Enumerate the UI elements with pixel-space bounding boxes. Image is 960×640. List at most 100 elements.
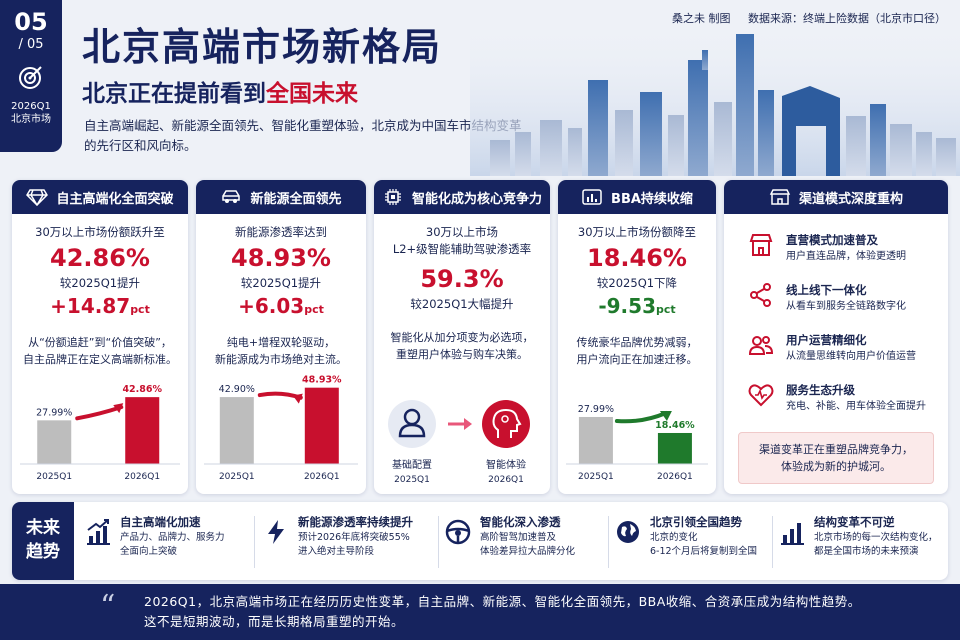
- share-value: 18.46%: [587, 244, 687, 272]
- channel-item: 服务生态升级 充电、补能、用车体验全面提升: [748, 382, 948, 414]
- chip-icon: [384, 189, 401, 205]
- change-unit: pct: [304, 303, 324, 316]
- x-tick-label: 2025Q1: [219, 472, 255, 482]
- lightning-icon: [268, 520, 284, 544]
- bar: [657, 432, 692, 464]
- trend-desc: 6-12个月后将复制到全国: [650, 546, 758, 557]
- footer-text: 2026Q1，北京高端市场正在经历历史性变革，自主品牌、新能源、智能化全面领先，…: [144, 592, 944, 632]
- card-header: 渠道模式深度重构: [724, 180, 948, 214]
- change-label: 较2025Q1提升: [240, 276, 322, 290]
- channel-item-desc: 用户直连品牌，体验更透明: [786, 251, 906, 262]
- card-bba-decline: BBA持续收缩 30万以上市场份额降至 18.46% 较2025Q1下降 -9.…: [558, 180, 716, 494]
- bar-growth-icon: [781, 523, 804, 545]
- trend-title: 北京引领全国趋势: [650, 515, 742, 529]
- users-icon: [748, 336, 774, 355]
- quote-icon: “: [100, 589, 116, 624]
- card-note: 从“份额追赶”到“价值突破”， 自主品牌正在定义高端新标准。: [12, 334, 188, 368]
- summary-line: 体验成为新的护城河。: [781, 460, 891, 473]
- card-title: BBA持续收缩: [611, 191, 693, 207]
- trend-title: 新能源渗透率持续提升: [298, 515, 413, 529]
- x-tick-label: 2025Q1: [36, 472, 72, 482]
- penetration-value: 48.93%: [231, 244, 331, 272]
- bar: [304, 387, 339, 464]
- arrow-head-icon: [113, 403, 124, 414]
- bar: [219, 397, 254, 464]
- footer-conclusion: “ 2026Q1，北京高端市场正在经历历史性变革，自主品牌、新能源、智能化全面领…: [0, 584, 960, 640]
- trend-desc: 体验差异拉大品牌分化: [480, 546, 576, 557]
- market-label: 30万以上市场: [425, 225, 499, 239]
- share-value: 42.86%: [50, 244, 150, 272]
- arrow-right-icon: [448, 418, 472, 430]
- page-number: 05: [14, 8, 48, 36]
- trend-down-arrow-icon: [614, 410, 668, 424]
- card-header: 新能源全面领先: [196, 180, 366, 214]
- page-total: / 05: [18, 37, 44, 52]
- card-new-energy: 新能源全面领先 新能源渗透率达到 48.93% 较2025Q1提升 +6.03p…: [196, 180, 366, 494]
- penetration-label: 新能源渗透率达到: [235, 225, 327, 239]
- note-line: 纯电+增程双轮驱动，: [226, 336, 336, 349]
- footer-line: 2026Q1，北京高端市场正在经历历史性变革，自主品牌、新能源、智能化全面领先，…: [144, 594, 861, 609]
- arrow-head-icon: [292, 393, 303, 404]
- car-icon: [222, 190, 241, 203]
- trend-item: 结构变革不可逆 北京市场的每一次结构变化， 都是全国市场的未来预演: [778, 514, 946, 570]
- x-tick-label: 2026Q1: [124, 472, 160, 482]
- note-line: 智能化从加分项变为必选项，: [390, 331, 534, 344]
- subtitle-prefix: 北京正在提前看到: [82, 81, 266, 107]
- bar-value-label: 18.46%: [655, 420, 695, 431]
- change-label: 较2025Q1下降: [596, 276, 678, 290]
- channel-item: 用户运营精细化从流量思维转向用户价值运营: [748, 332, 948, 364]
- trend-desc: 北京市场的每一次结构变化，: [814, 532, 938, 543]
- trend-item: 新能源渗透率持续提升 预计2026年底将突破55% 进入绝对主导阶段: [262, 514, 434, 570]
- trend-up-arrow-icon: [75, 405, 124, 421]
- bar-value-label: 27.99%: [36, 407, 72, 418]
- steering-wheel-icon: [445, 519, 471, 545]
- card-note: 纯电+增程双轮驱动， 新能源成为市场绝对主流。: [196, 334, 366, 368]
- channel-item-title: 线上线下一体化: [786, 283, 867, 297]
- arrow-head-icon: [659, 410, 672, 421]
- page-badge: 05 / 05 2026Q1 北京市场: [0, 0, 62, 152]
- card-title: 智能化成为核心竞争力: [411, 191, 542, 207]
- badge-period: 2026Q1: [11, 101, 51, 112]
- bar: [578, 416, 613, 464]
- bar-value-label: 48.93%: [302, 375, 342, 386]
- note-line: 重塑用户体验与购车决策。: [396, 348, 528, 361]
- page-subtitle: 北京正在提前看到全国未来: [82, 74, 358, 108]
- x-tick-label: 2026Q1: [304, 472, 340, 482]
- change-number: +14.87: [50, 294, 131, 318]
- card-title: 渠道模式深度重构: [798, 191, 903, 207]
- footer-line: 这不是短期波动，而是长期格局重塑的开始。: [144, 614, 405, 629]
- trend-divider: [608, 516, 609, 568]
- summary-line: 渠道变革正在重塑品牌竞争力，: [759, 443, 913, 456]
- card-header: 自主高端化全面突破: [12, 180, 188, 214]
- card-header: 智能化成为核心竞争力: [374, 180, 550, 214]
- trends-label: 未来 趋势: [12, 502, 74, 580]
- card-channel-reform: 渠道模式深度重构 直营模式加速普及 用户直连品牌，体验更透明 线上线下一体化从看车…: [724, 180, 948, 494]
- trend-item: 自主高端化加速 产品力、品牌力、服务力 全面向上突破: [84, 514, 252, 570]
- city-skyline-illustration: [470, 20, 960, 176]
- channel-item-title: 用户运营精细化: [786, 333, 867, 347]
- change-number: -9.53: [598, 294, 656, 318]
- channel-item-desc: 从流量思维转向用户价值运营: [786, 351, 916, 362]
- left-period-label: 2025Q1: [394, 475, 430, 485]
- penetration-label: L2+级智能辅助驾驶渗透率: [392, 242, 532, 256]
- change-value: +14.87pct: [12, 292, 188, 324]
- trends-label-line: 未来: [26, 518, 60, 538]
- bar-chart-bba: 27.99% 2025Q1 18.46% 2026Q1: [566, 404, 708, 482]
- channel-item: 直营模式加速普及 用户直连品牌，体验更透明: [748, 232, 948, 264]
- x-tick-label: 2025Q1: [578, 472, 614, 482]
- subtitle-highlight: 全国未来: [266, 81, 358, 107]
- channel-item-desc: 从看车到服务全链路数字化: [786, 301, 906, 312]
- note-line: 用户流向正在加速迁移。: [576, 353, 698, 366]
- card-intelligence: 智能化成为核心竞争力 30万以上市场 L2+级智能辅助驾驶渗透率 59.3% 较…: [374, 180, 550, 494]
- x-tick-label: 2026Q1: [657, 472, 693, 482]
- trends-label-line: 趋势: [26, 542, 60, 562]
- share-label: 30万以上市场份额跃升至: [35, 225, 165, 239]
- note-line: 传统豪华品牌优势减弱，: [576, 336, 698, 349]
- trend-desc: 进入绝对主导阶段: [298, 546, 375, 557]
- bar-chart-brand: 27.99% 2025Q1 42.86% 2026Q1: [20, 384, 180, 482]
- shop-icon: [749, 234, 773, 256]
- channel-item: 线上线下一体化从看车到服务全链路数字化: [748, 282, 948, 314]
- trend-item: 北京引领全国趋势 北京的变化 6-12个月后将复制到全国: [614, 514, 774, 570]
- trend-desc: 全面向上突破: [120, 546, 178, 557]
- page-description: 自主高端崛起、新能源全面领先、智能化重塑体验，北京成为中国车市结构变革的先行区和…: [84, 118, 522, 153]
